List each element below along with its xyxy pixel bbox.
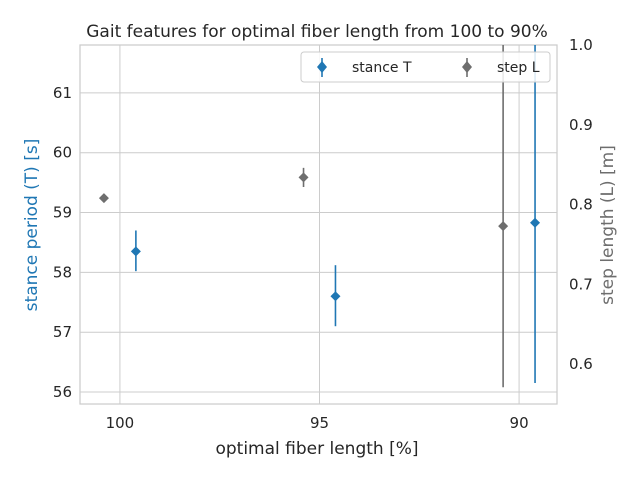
legend-label-step: step L — [497, 60, 540, 76]
y-right-tick-label: 0.7 — [569, 275, 593, 293]
legend-item-stance: stance T — [317, 58, 412, 77]
legend-marker-step — [462, 61, 472, 73]
legend-marker-stance — [317, 61, 327, 73]
y-right-tick-label: 0.6 — [569, 355, 593, 373]
y-right-tick-label: 0.8 — [569, 196, 593, 214]
step-point — [498, 221, 509, 232]
x-tick-label: 95 — [310, 414, 329, 432]
y-left-tick-label: 61 — [53, 84, 72, 102]
plot-frame — [79, 44, 558, 405]
x-tick-label: 100 — [106, 414, 135, 432]
chart-title: Gait features for optimal fiber length f… — [86, 22, 548, 42]
y-right-axis-label: step length (L) [m] — [598, 145, 618, 305]
y-left-axis-label: stance period (T) [s] — [22, 139, 42, 312]
step-point — [98, 193, 109, 204]
x-axis-ticks: 100 95 90 — [106, 414, 529, 432]
y-left-tick-label: 56 — [53, 383, 72, 401]
y-right-tick-label: 1.0 — [569, 36, 593, 54]
x-axis-label: optimal fiber length [%] — [215, 439, 418, 459]
legend-item-step: step L — [462, 58, 540, 77]
grid-lines — [80, 45, 557, 404]
y-left-tick-label: 58 — [53, 263, 72, 281]
y-left-tick-label: 59 — [53, 204, 72, 222]
legend-box — [300, 51, 551, 83]
y-right-tick-label: 0.9 — [569, 116, 593, 134]
y-left-tick-label: 57 — [53, 323, 72, 341]
stance-point — [530, 217, 541, 228]
step-point — [298, 172, 309, 183]
data-marks — [98, 45, 541, 388]
legend-label-stance: stance T — [352, 60, 412, 76]
y-right-axis-ticks: 0.6 0.7 0.8 0.9 1.0 — [569, 36, 593, 373]
y-left-axis-ticks: 56 57 58 59 60 61 — [53, 84, 72, 401]
stance-point — [330, 291, 341, 302]
x-tick-label: 90 — [510, 414, 529, 432]
stance-point — [130, 246, 141, 257]
y-left-tick-label: 60 — [53, 144, 72, 162]
legend: stance T step L — [300, 51, 551, 83]
